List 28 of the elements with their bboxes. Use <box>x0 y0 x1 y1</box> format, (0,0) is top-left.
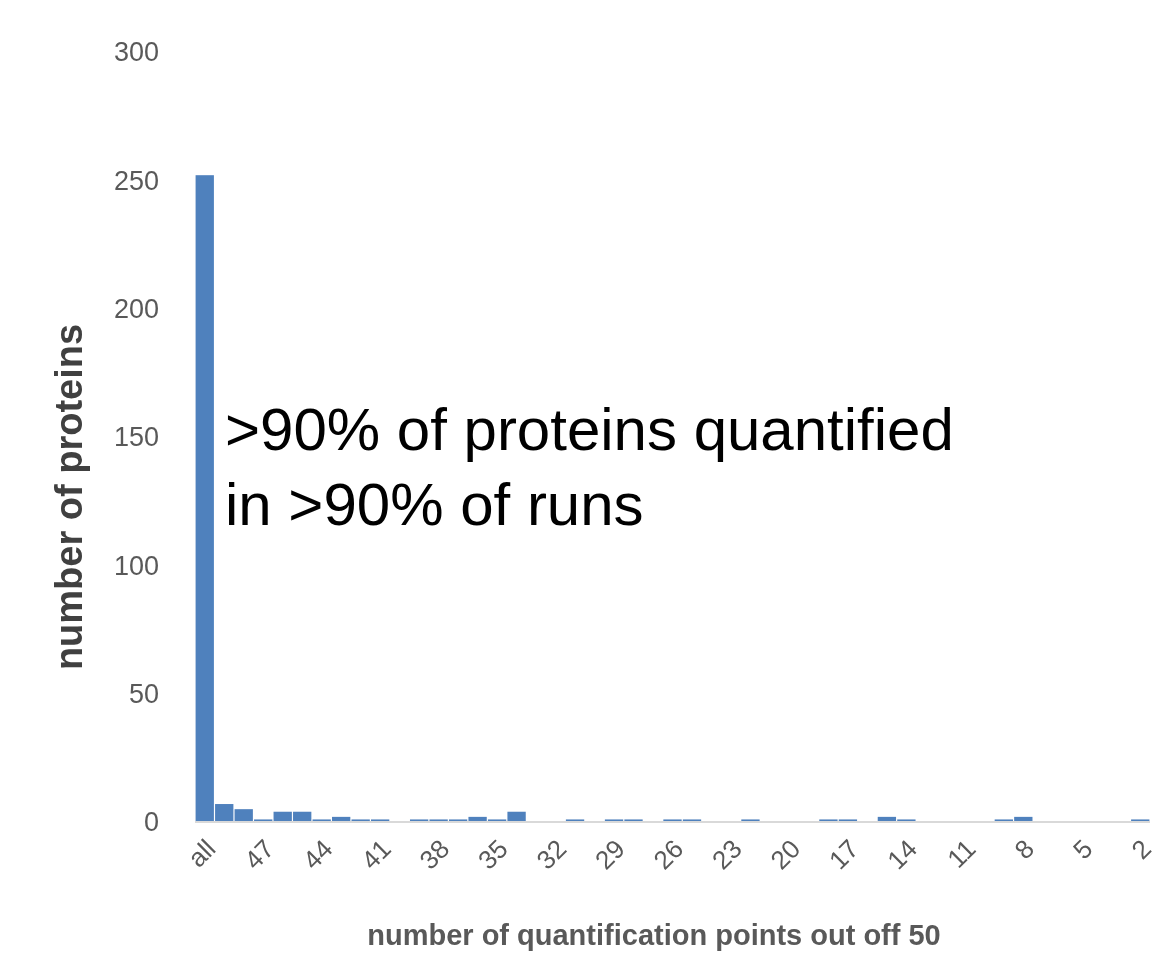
y-tick-label: 0 <box>143 807 159 838</box>
x-axis-title: number of quantification points out off 50 <box>367 919 941 951</box>
x-tick-label: 44 <box>296 833 339 876</box>
x-tick-label: 8 <box>1008 833 1040 865</box>
y-tick-label: 200 <box>113 294 159 325</box>
x-tick-label: 14 <box>881 833 924 876</box>
y-tick-label: 150 <box>113 422 159 453</box>
x-tick-label: 23 <box>705 833 748 876</box>
y-axis-title: number of proteins <box>48 323 90 671</box>
y-tick-label: 100 <box>113 550 159 581</box>
x-tick-label: 35 <box>472 833 514 876</box>
x-tick-label: 2 <box>1125 833 1153 865</box>
x-tick-label: 11 <box>941 833 982 874</box>
x-tick-label: 32 <box>530 833 573 876</box>
x-tick-label: 41 <box>355 833 397 876</box>
y-tick-label: 300 <box>113 37 159 68</box>
x-tick-label: all <box>181 833 222 874</box>
annotation: >90% of proteins quantified <box>225 396 954 463</box>
x-tick-label: 26 <box>647 833 690 876</box>
y-tick-label: 250 <box>113 165 159 196</box>
y-tick-label: 50 <box>128 679 159 710</box>
x-tick-label: 20 <box>764 833 807 876</box>
annotation: in >90% of runs <box>225 471 644 538</box>
x-tick-label: 17 <box>822 833 865 876</box>
x-tick-label: 47 <box>238 833 280 876</box>
x-tick-label: 5 <box>1067 833 1099 865</box>
x-tick-label: 38 <box>413 833 456 876</box>
x-tick-label: 29 <box>589 833 631 876</box>
